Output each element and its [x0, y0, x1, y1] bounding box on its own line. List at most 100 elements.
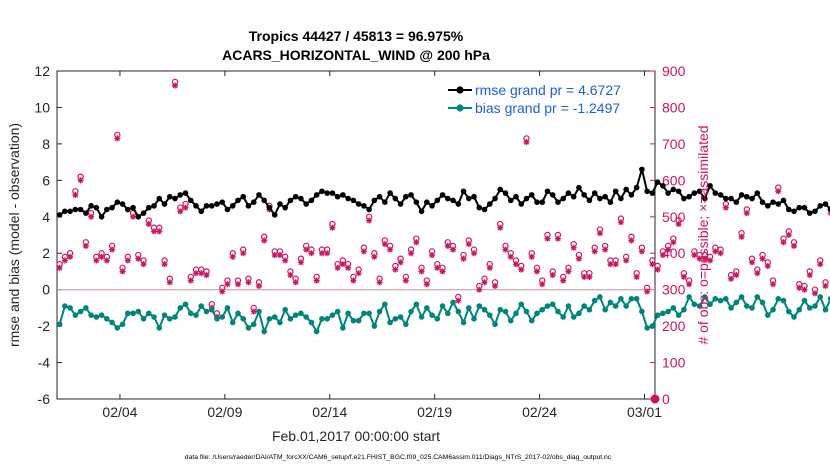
obs-assimilated-marker — [124, 257, 131, 264]
bias-point — [450, 299, 456, 306]
obs-assimilated-stroke — [219, 288, 225, 295]
bias-point — [597, 294, 603, 300]
bias-point — [681, 306, 687, 313]
obs-assimilated-stroke — [324, 250, 330, 256]
obs-assimilated-marker — [659, 252, 666, 259]
obs-assimilated-stroke — [445, 243, 451, 249]
rmse-point — [581, 192, 587, 198]
obs-assimilated-marker — [565, 268, 572, 275]
obs-assimilated-marker — [276, 252, 283, 259]
rmse-point — [654, 179, 661, 185]
bias-point — [628, 295, 635, 302]
obs-assimilated-stroke — [612, 261, 619, 267]
obs-assimilated-stroke — [256, 283, 262, 289]
rmse-point — [413, 199, 420, 205]
obs-assimilated-stroke — [119, 268, 126, 275]
obs-assimilated-stroke — [156, 228, 162, 235]
bias-point — [696, 303, 703, 309]
bias-point — [534, 310, 540, 317]
bias-point — [591, 297, 598, 304]
obs-assimilated-stroke — [633, 274, 640, 280]
bias-point — [334, 308, 341, 315]
obs-assimilated-stroke — [623, 257, 629, 264]
obs-assimilated-marker — [161, 261, 168, 268]
x-tick-label: 02/09 — [207, 404, 242, 420]
obs-assimilated-stroke — [581, 274, 587, 280]
rmse-point — [93, 204, 100, 211]
obs-assimilated-stroke — [765, 263, 771, 269]
rmse-point — [455, 201, 462, 207]
bias-point — [612, 303, 619, 309]
obs-assimilated-marker — [465, 241, 472, 248]
bias-point — [644, 325, 650, 331]
rmse-point — [570, 193, 577, 200]
obs-assimilated-stroke — [182, 205, 189, 211]
obs-assimilated-marker — [791, 242, 798, 249]
bias-point — [198, 303, 205, 309]
obs-assimilated-stroke — [822, 283, 829, 289]
obs-assimilated-marker — [271, 252, 278, 259]
obs-assimilated-stroke — [681, 274, 687, 280]
rmse-point — [476, 204, 483, 211]
bias-point — [507, 317, 514, 324]
bias-point — [93, 314, 100, 320]
rmse-point — [161, 201, 168, 207]
rmse-point — [250, 199, 257, 205]
bias-point — [271, 314, 278, 320]
obs-assimilated-marker — [292, 279, 299, 286]
obs-assimilated-stroke — [786, 232, 792, 238]
bias-point — [229, 319, 236, 326]
bias-point — [675, 312, 682, 318]
obs-assimilated-marker — [423, 281, 430, 288]
rmse-point — [392, 195, 399, 202]
x-tick-label: 02/19 — [417, 404, 452, 420]
obs-assimilated-stroke — [303, 246, 309, 253]
obs-assimilated-marker — [738, 233, 745, 240]
rmse-point — [104, 206, 110, 213]
obs-assimilated-marker — [575, 255, 582, 262]
obs-assimilated-stroke — [691, 252, 698, 258]
obs-assimilated-stroke — [224, 281, 231, 287]
obs-assimilated-marker — [245, 279, 252, 286]
rmse-point — [77, 206, 84, 213]
obs-assimilated-stroke — [146, 221, 152, 227]
rmse-point — [334, 193, 341, 200]
obs-assimilated-marker — [130, 213, 137, 220]
obs-assimilated-stroke — [529, 254, 535, 260]
obs-assimilated-stroke — [434, 265, 440, 271]
obs-assimilated-stroke — [481, 279, 488, 286]
rmse-point — [140, 210, 147, 216]
bias-point — [145, 310, 152, 317]
obs-assimilated-stroke — [597, 230, 603, 236]
rmse-point — [759, 199, 766, 205]
rmse-point — [434, 197, 441, 204]
obs-assimilated-marker — [261, 237, 268, 244]
bias-point — [513, 310, 519, 317]
bias-point — [340, 325, 346, 331]
bias-point — [806, 305, 813, 311]
obs-assimilated-marker — [151, 228, 158, 235]
y-left-tick-label: 2 — [42, 245, 50, 261]
obs-assimilated-marker — [303, 246, 310, 253]
y-right-tick-label: 900 — [662, 63, 686, 79]
bias-point — [392, 316, 399, 322]
rmse-point — [125, 206, 131, 213]
obs-assimilated-marker — [240, 250, 247, 257]
obs-assimilated-stroke — [801, 287, 808, 293]
obs-assimilated-marker — [334, 264, 341, 271]
obs-assimilated-stroke — [77, 177, 84, 183]
rmse-point — [340, 192, 346, 198]
rmse-point — [492, 195, 498, 202]
bias-point — [72, 312, 79, 318]
obs-assimilated-marker — [193, 270, 200, 277]
obs-assimilated-marker — [717, 250, 724, 257]
obs-assimilated-marker — [712, 248, 719, 255]
obs-assimilated-stroke — [675, 221, 682, 227]
rmse-point — [539, 199, 546, 205]
rmse-point — [618, 195, 624, 202]
rmse-point — [513, 193, 519, 200]
obs-assimilated-marker — [397, 259, 404, 266]
x-axis-label: Feb.01,2017 00:00:00 start — [272, 428, 440, 444]
obs-assimilated-stroke — [418, 268, 425, 275]
